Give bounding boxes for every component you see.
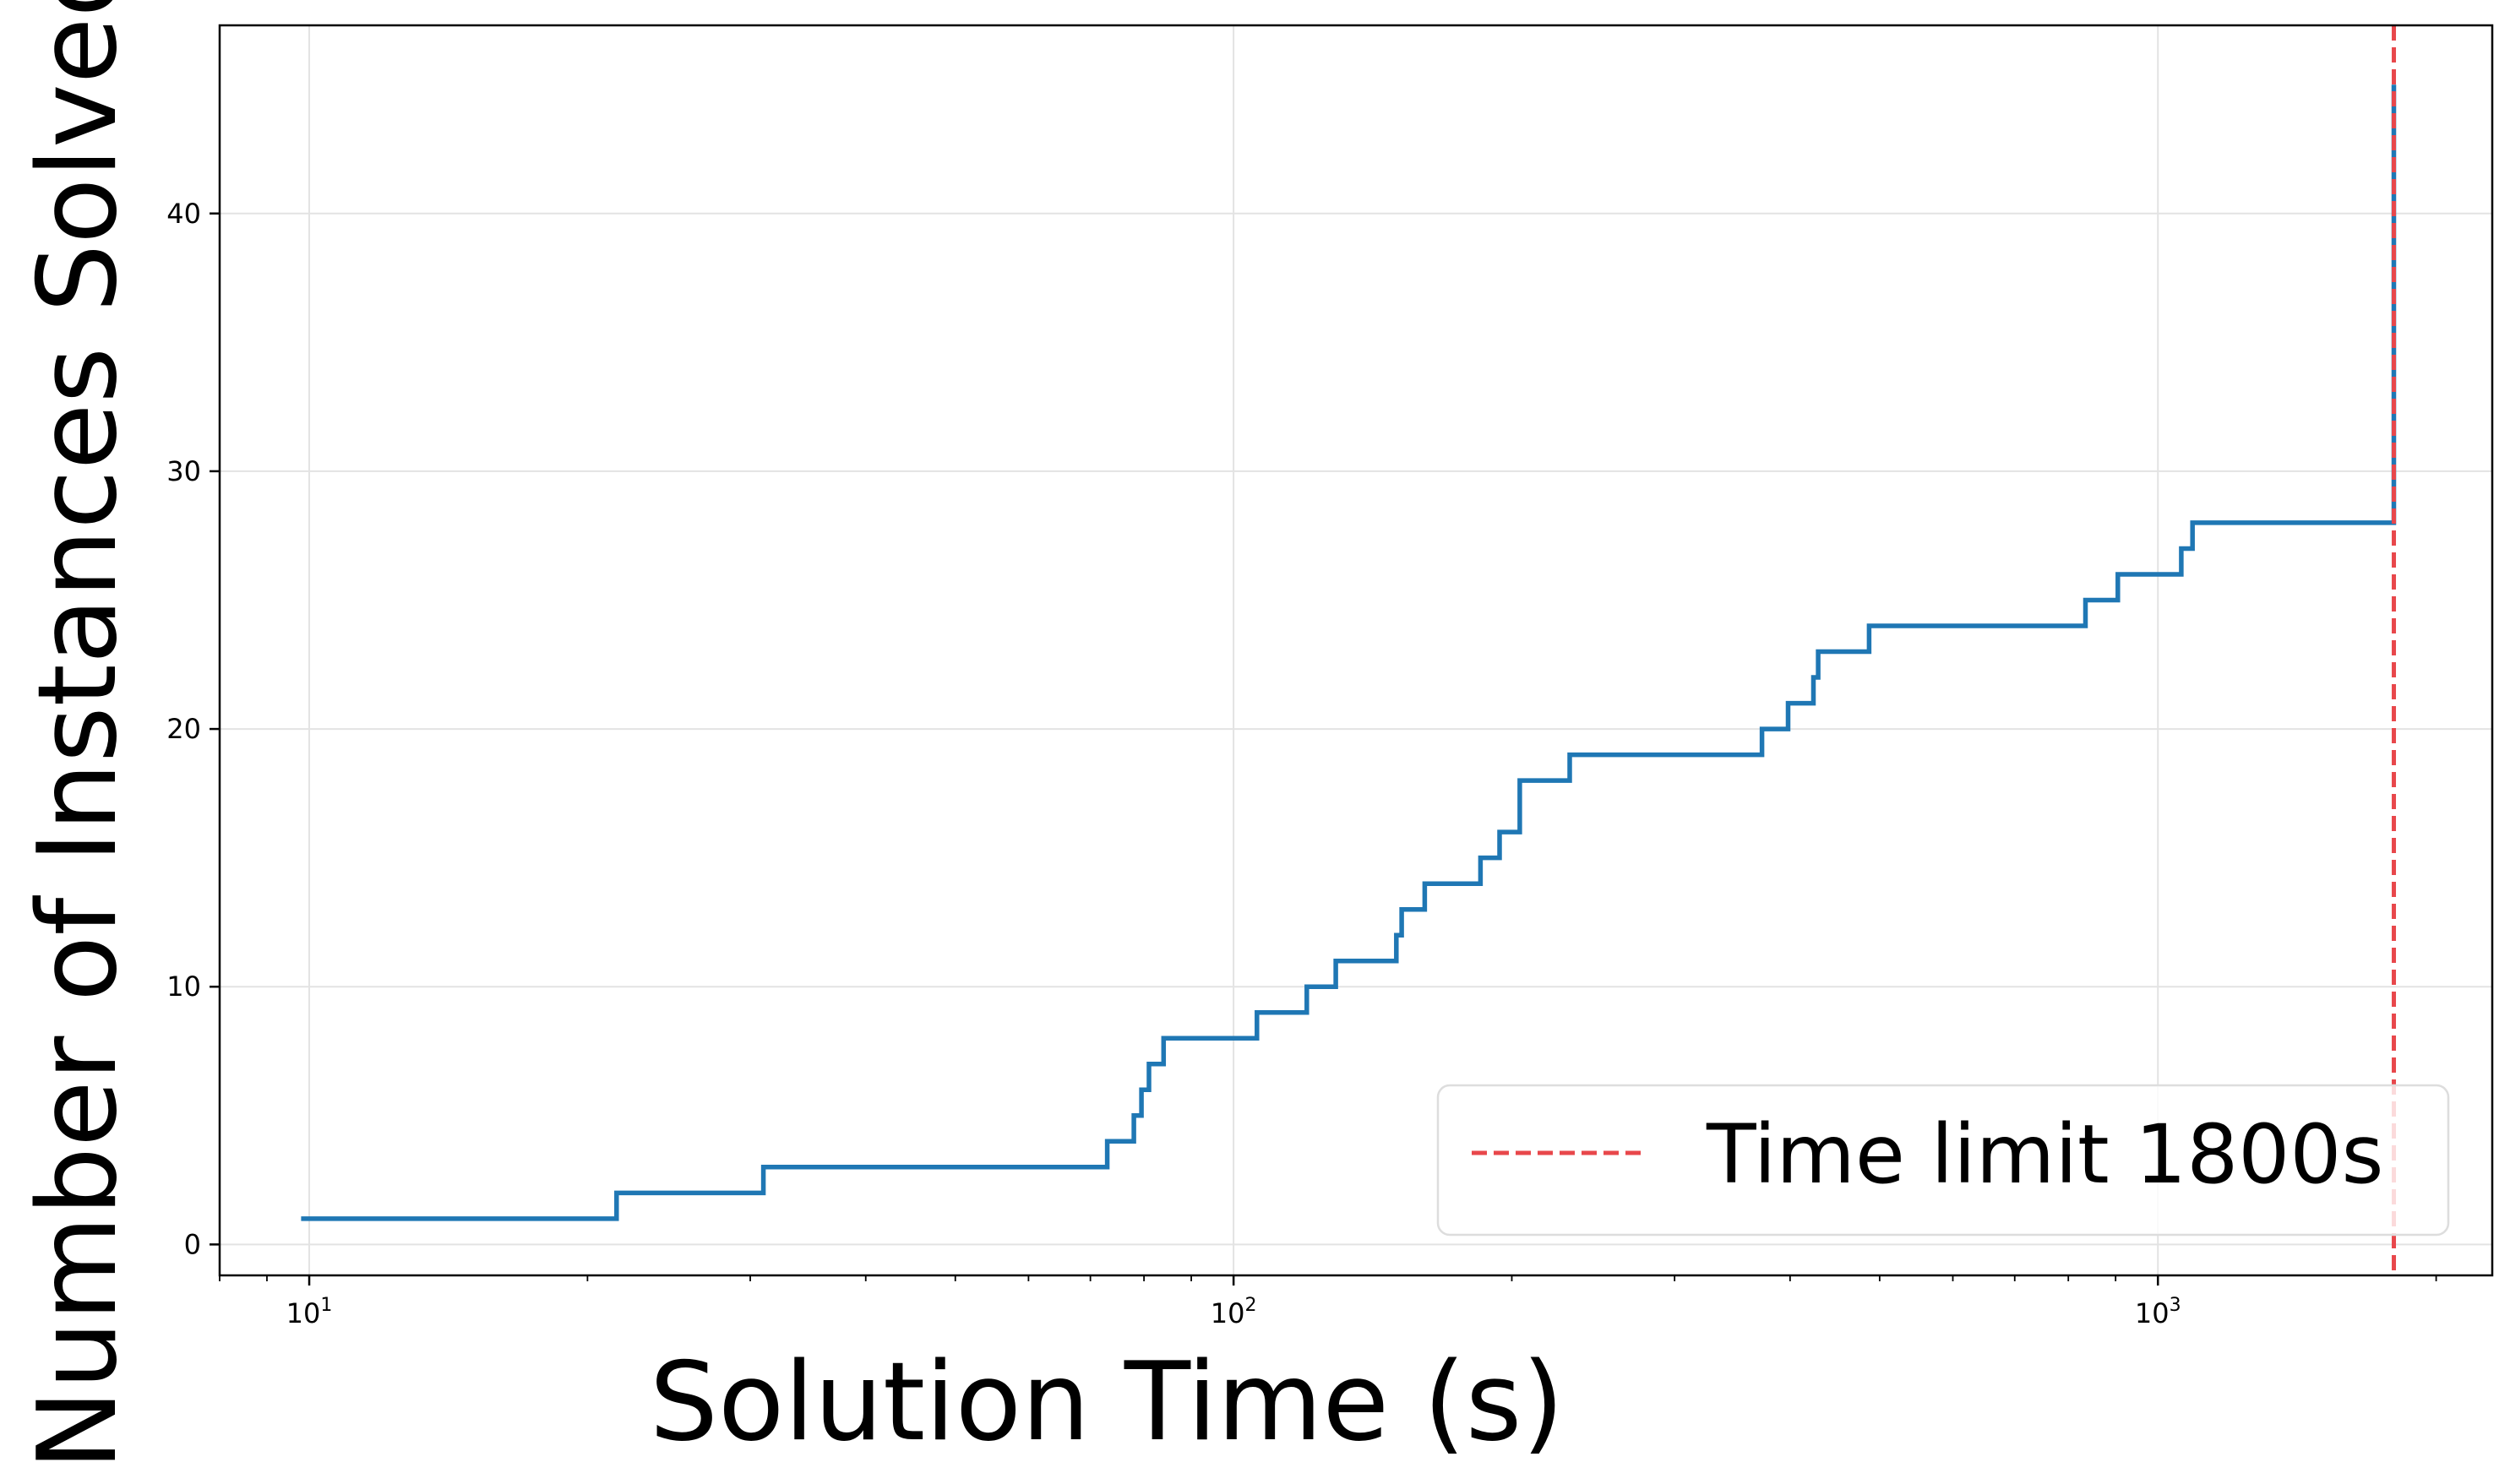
x-axis-title: Solution Time (s) bbox=[650, 1340, 1565, 1465]
y-tick-label: 30 bbox=[166, 455, 201, 487]
plot-frame bbox=[218, 24, 2494, 1277]
x-axis-ticks: 101 102 103 bbox=[219, 1275, 2437, 1329]
legend-box bbox=[1436, 1084, 2450, 1237]
series-layer bbox=[301, 84, 2397, 1221]
legend: Time limit 1800s bbox=[1436, 1084, 2450, 1237]
grid-lines bbox=[220, 25, 2492, 1275]
series-step-line bbox=[301, 84, 2397, 1221]
x-tick-label: 101 bbox=[286, 1295, 333, 1329]
y-axis-title: Number of Instances Solved bbox=[15, 0, 141, 1470]
x-tick-label: 102 bbox=[1211, 1295, 1257, 1329]
y-tick-label: 0 bbox=[184, 1228, 201, 1260]
legend-label: Time limit 1800s bbox=[1706, 1107, 2383, 1202]
y-tick-label: 10 bbox=[166, 970, 201, 1003]
y-tick-label: 40 bbox=[166, 198, 201, 230]
y-axis-ticks: 0 10 20 30 40 bbox=[166, 198, 220, 1260]
x-tick-label: 103 bbox=[2135, 1295, 2181, 1329]
y-tick-label: 20 bbox=[166, 713, 201, 745]
